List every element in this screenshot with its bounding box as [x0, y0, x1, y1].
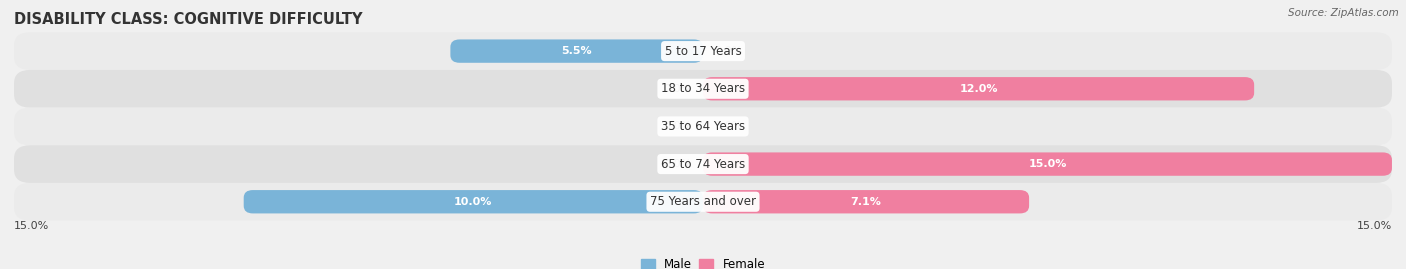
Text: 12.0%: 12.0%: [959, 84, 998, 94]
Legend: Male, Female: Male, Female: [641, 258, 765, 269]
Text: 7.1%: 7.1%: [851, 197, 882, 207]
FancyBboxPatch shape: [243, 190, 703, 213]
Text: 0.0%: 0.0%: [714, 121, 742, 132]
Text: 15.0%: 15.0%: [14, 221, 49, 231]
Text: 18 to 34 Years: 18 to 34 Years: [661, 82, 745, 95]
Text: 65 to 74 Years: 65 to 74 Years: [661, 158, 745, 171]
FancyBboxPatch shape: [14, 32, 1392, 70]
Text: Source: ZipAtlas.com: Source: ZipAtlas.com: [1288, 8, 1399, 18]
Text: 0.0%: 0.0%: [664, 159, 692, 169]
Text: 0.0%: 0.0%: [714, 46, 742, 56]
FancyBboxPatch shape: [14, 108, 1392, 145]
FancyBboxPatch shape: [14, 145, 1392, 183]
Text: 5 to 17 Years: 5 to 17 Years: [665, 45, 741, 58]
FancyBboxPatch shape: [450, 40, 703, 63]
Text: 0.0%: 0.0%: [664, 121, 692, 132]
Text: 35 to 64 Years: 35 to 64 Years: [661, 120, 745, 133]
Text: 15.0%: 15.0%: [1028, 159, 1067, 169]
Text: 15.0%: 15.0%: [1357, 221, 1392, 231]
FancyBboxPatch shape: [14, 70, 1392, 108]
Text: 0.0%: 0.0%: [664, 84, 692, 94]
FancyBboxPatch shape: [703, 77, 1254, 100]
Text: 10.0%: 10.0%: [454, 197, 492, 207]
FancyBboxPatch shape: [703, 153, 1392, 176]
FancyBboxPatch shape: [703, 190, 1029, 213]
Text: DISABILITY CLASS: COGNITIVE DIFFICULTY: DISABILITY CLASS: COGNITIVE DIFFICULTY: [14, 12, 363, 27]
Text: 75 Years and over: 75 Years and over: [650, 195, 756, 208]
Text: 5.5%: 5.5%: [561, 46, 592, 56]
FancyBboxPatch shape: [14, 183, 1392, 221]
